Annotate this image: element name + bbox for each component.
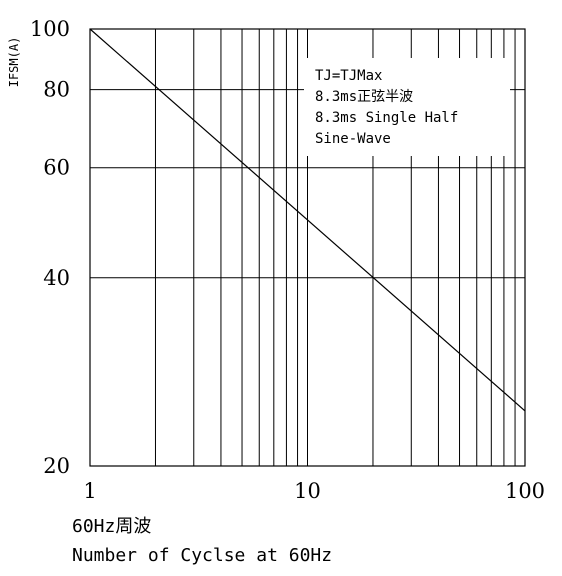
x-tick-label: 10 xyxy=(294,479,321,503)
annotation-line-2: 8.3ms正弦半波 xyxy=(315,89,413,105)
y-tick-label: 20 xyxy=(43,454,70,478)
annotation-line-1: TJ=TJMax xyxy=(315,68,382,84)
x-axis-label-line-2: Number of Cyclse at 60Hz xyxy=(72,545,332,566)
y-tick-label: 100 xyxy=(30,17,70,41)
x-axis-label-line-1: 60Hz周波 xyxy=(72,516,151,537)
y-tick-label: 80 xyxy=(43,78,70,102)
series-group xyxy=(89,28,526,412)
y-tick-label: 40 xyxy=(43,266,70,290)
x-tick-label: 100 xyxy=(505,479,545,503)
y-tick-label: 60 xyxy=(43,156,70,180)
surge-current-line xyxy=(89,28,526,412)
x-tick-labels: 1 10 100 xyxy=(83,479,545,503)
y-tick-labels: 100 80 60 40 20 xyxy=(30,17,70,478)
annotation-line-4: Sine-Wave xyxy=(315,131,391,147)
plot-frame xyxy=(89,28,526,467)
x-tick-label: 1 xyxy=(83,479,96,503)
y-axis-label: IFSM(A) xyxy=(7,37,21,88)
annotation-box xyxy=(304,58,510,156)
annotation-line-3: 8.3ms Single Half xyxy=(315,110,458,126)
